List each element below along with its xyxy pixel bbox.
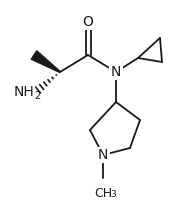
Text: CH: CH [94, 187, 112, 200]
Text: 2: 2 [34, 90, 40, 101]
Text: 3: 3 [110, 190, 116, 199]
Polygon shape [31, 51, 60, 73]
Text: NH: NH [13, 85, 34, 99]
Text: N: N [111, 65, 121, 79]
Text: N: N [98, 148, 108, 162]
Text: O: O [83, 15, 93, 29]
